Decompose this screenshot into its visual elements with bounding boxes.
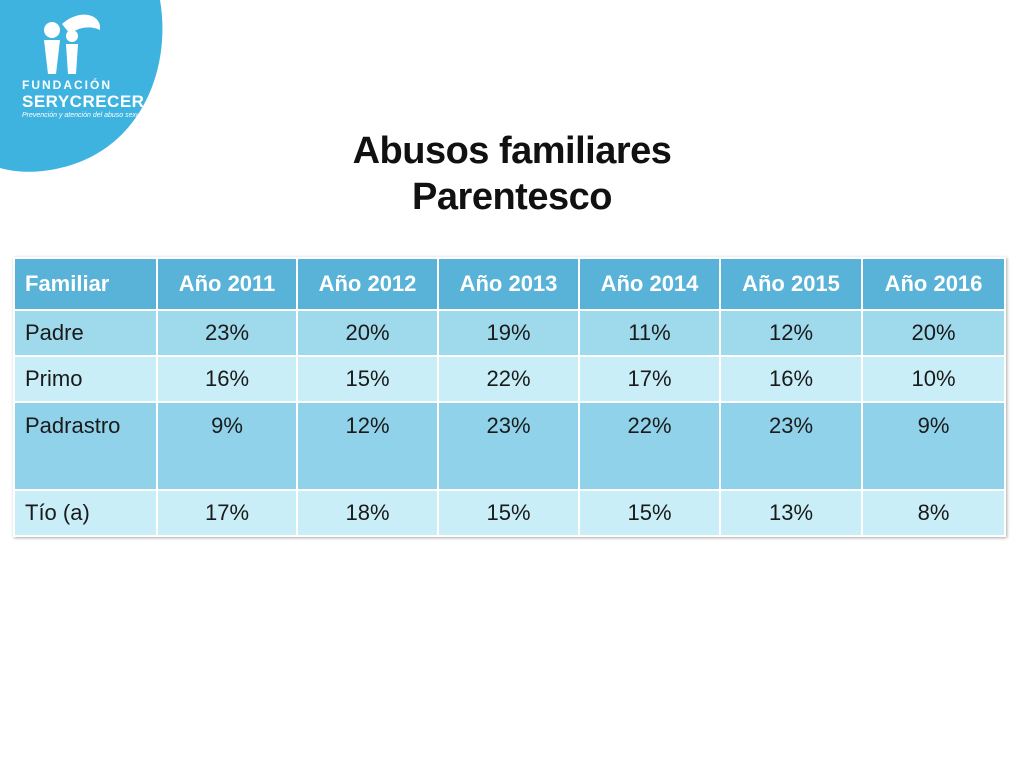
table-cell: 13% [719,489,863,537]
table-cell: 9% [861,401,1006,491]
table-cell: 16% [719,355,863,403]
logo-line-2: SERYCRECER [22,92,145,111]
table-cell: 23% [437,401,580,491]
logo-background-shape [0,0,163,172]
table-cell: 19% [437,309,580,357]
table-cell: 16% [156,355,298,403]
table-row: Primo 16% 15% 22% 17% 16% 10% [13,355,1006,403]
kinship-table: Familiar Año 2011 Año 2012 Año 2013 Año … [13,257,1006,537]
row-label: Padre [13,309,158,357]
row-label: Padrastro [13,401,158,491]
table-cell: 22% [437,355,580,403]
header-cell: Año 2014 [578,257,721,311]
table-cell: 12% [719,309,863,357]
row-label: Tío (a) [13,489,158,537]
brand-logo: FUNDACIÓN SERYCRECER Prevención y atenci… [0,0,168,172]
row-label: Primo [13,355,158,403]
table-cell: 8% [861,489,1006,537]
table-cell: 10% [861,355,1006,403]
logo-line-1: FUNDACIÓN [22,78,112,92]
table-row: Padrastro 9% 12% 23% 22% 23% 9% [13,401,1006,491]
slide-title: Abusos familiares Parentesco [0,128,1024,220]
logo-tagline: Prevención y atención del abuso sexual [22,112,146,119]
header-cell: Año 2015 [719,257,863,311]
table-cell: 20% [861,309,1006,357]
title-line-2: Parentesco [412,176,612,218]
header-cell: Año 2016 [861,257,1006,311]
table-row: Tío (a) 17% 18% 15% 15% 13% 8% [13,489,1006,537]
table-cell: 20% [296,309,439,357]
table-cell: 11% [578,309,721,357]
table-cell: 23% [719,401,863,491]
table-cell: 23% [156,309,298,357]
table-cell: 18% [296,489,439,537]
header-cell: Año 2013 [437,257,580,311]
table-cell: 12% [296,401,439,491]
header-cell: Familiar [13,257,158,311]
table-cell: 22% [578,401,721,491]
header-cell: Año 2012 [296,257,439,311]
title-line-1: Abusos familiares [352,130,672,172]
family-figures-icon [44,14,101,74]
header-cell: Año 2011 [156,257,298,311]
table-cell: 15% [296,355,439,403]
table-cell: 15% [437,489,580,537]
table-cell: 17% [578,355,721,403]
table-row: Padre 23% 20% 19% 11% 12% 20% [13,309,1006,357]
table-header-row: Familiar Año 2011 Año 2012 Año 2013 Año … [13,257,1006,311]
table-cell: 9% [156,401,298,491]
table-cell: 17% [156,489,298,537]
table-cell: 15% [578,489,721,537]
